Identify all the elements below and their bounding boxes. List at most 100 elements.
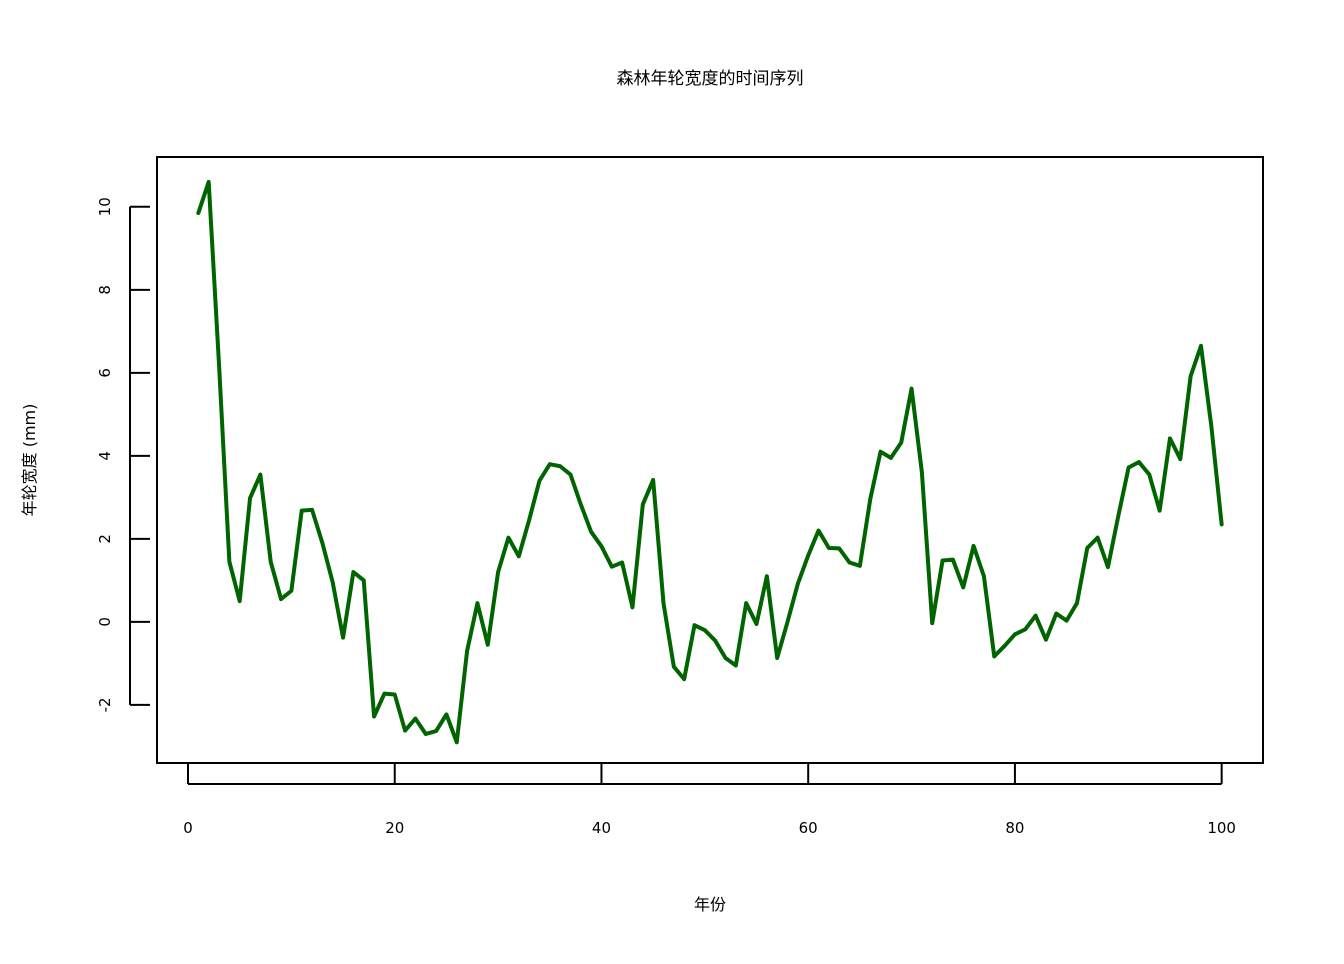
data-point [899,440,904,445]
data-point [692,623,697,627]
data-point [1002,644,1007,648]
data-point [806,553,810,558]
data-point [496,570,500,574]
data-point [320,541,325,545]
data-point [682,677,686,681]
data-point [951,557,955,562]
data-point [837,546,842,551]
data-point [847,560,852,565]
y-tick-label: 2 [96,534,114,544]
x-tick-label: 20 [385,819,404,837]
data-point [558,464,562,469]
data-point [672,664,676,669]
x-tick-label: 80 [1005,819,1024,837]
data-point [206,180,211,184]
data-point [599,544,604,549]
chart-title: 森林年轮宽度的时间序列 [617,69,804,89]
data-point [610,564,614,569]
data-point [1209,424,1214,428]
x-axis-label: 年份 [694,895,726,914]
data-point [982,574,986,579]
data-point [1126,465,1131,470]
data-point [248,496,252,500]
data-point [485,642,490,647]
data-point [372,714,376,719]
data-point [1075,601,1079,605]
x-tick-label: 0 [183,819,193,837]
x-tick-label: 40 [592,819,611,837]
x-axis: 0 20 40 60 80 100 [183,764,1236,837]
x-tick-label: 60 [799,819,818,837]
data-point [1064,618,1069,623]
data-point [785,620,790,624]
y-tick-label: 6 [96,368,114,378]
data-point [620,560,624,565]
data-point [237,599,242,603]
data-point [434,729,438,733]
y-tick-label: 4 [96,451,114,461]
data-point [1044,637,1048,642]
data-point [744,601,748,605]
plot-frame [156,156,1264,764]
data-point [1116,514,1121,518]
data-point [310,508,314,512]
data-point [1147,472,1152,477]
data-point [734,663,738,668]
data-point [703,628,707,632]
data-point [909,386,914,391]
data-point [1199,344,1203,348]
data-point [775,656,779,660]
data-point [816,528,821,533]
data-point [827,546,831,550]
data-point [858,564,862,568]
series-layer [196,179,1224,745]
data-point [920,470,924,475]
data-point [423,732,428,736]
data-point [723,656,728,660]
data-point [889,456,893,460]
data-point [1033,613,1038,618]
data-point [1054,611,1059,616]
data-point [578,502,583,507]
data-point [1168,436,1172,441]
data-point [630,605,635,610]
data-point [1188,374,1193,378]
data-point [217,362,221,367]
data-point [1137,460,1141,464]
data-point [868,497,873,502]
data-point [651,478,655,482]
data-point [341,635,345,640]
data-point [971,544,976,548]
data-point [1219,522,1224,527]
data-point [413,716,418,721]
y-tick-label: 8 [96,285,114,295]
data-point [1178,457,1183,461]
data-point [516,554,521,559]
data-point [713,638,717,643]
data-point [403,728,407,733]
data-point [537,478,542,483]
data-point [196,211,201,215]
data-point [299,508,304,513]
data-point [227,559,232,564]
data-point [878,449,883,454]
data-point [754,622,759,626]
data-point [392,692,397,697]
data-point [930,621,935,625]
data-point [527,518,531,522]
data-point [796,581,800,586]
data-point [382,691,387,696]
data-point [547,462,552,466]
data-point [506,535,511,540]
data-point [1095,535,1100,540]
data-point [1106,565,1110,569]
data-point [992,654,997,659]
series-line [196,179,1224,745]
y-axis: -2 0 2 4 6 8 10 [96,197,150,712]
data-point [765,574,769,579]
y-tick-label: -2 [96,697,114,712]
data-point [465,649,469,653]
data-point [641,502,645,507]
